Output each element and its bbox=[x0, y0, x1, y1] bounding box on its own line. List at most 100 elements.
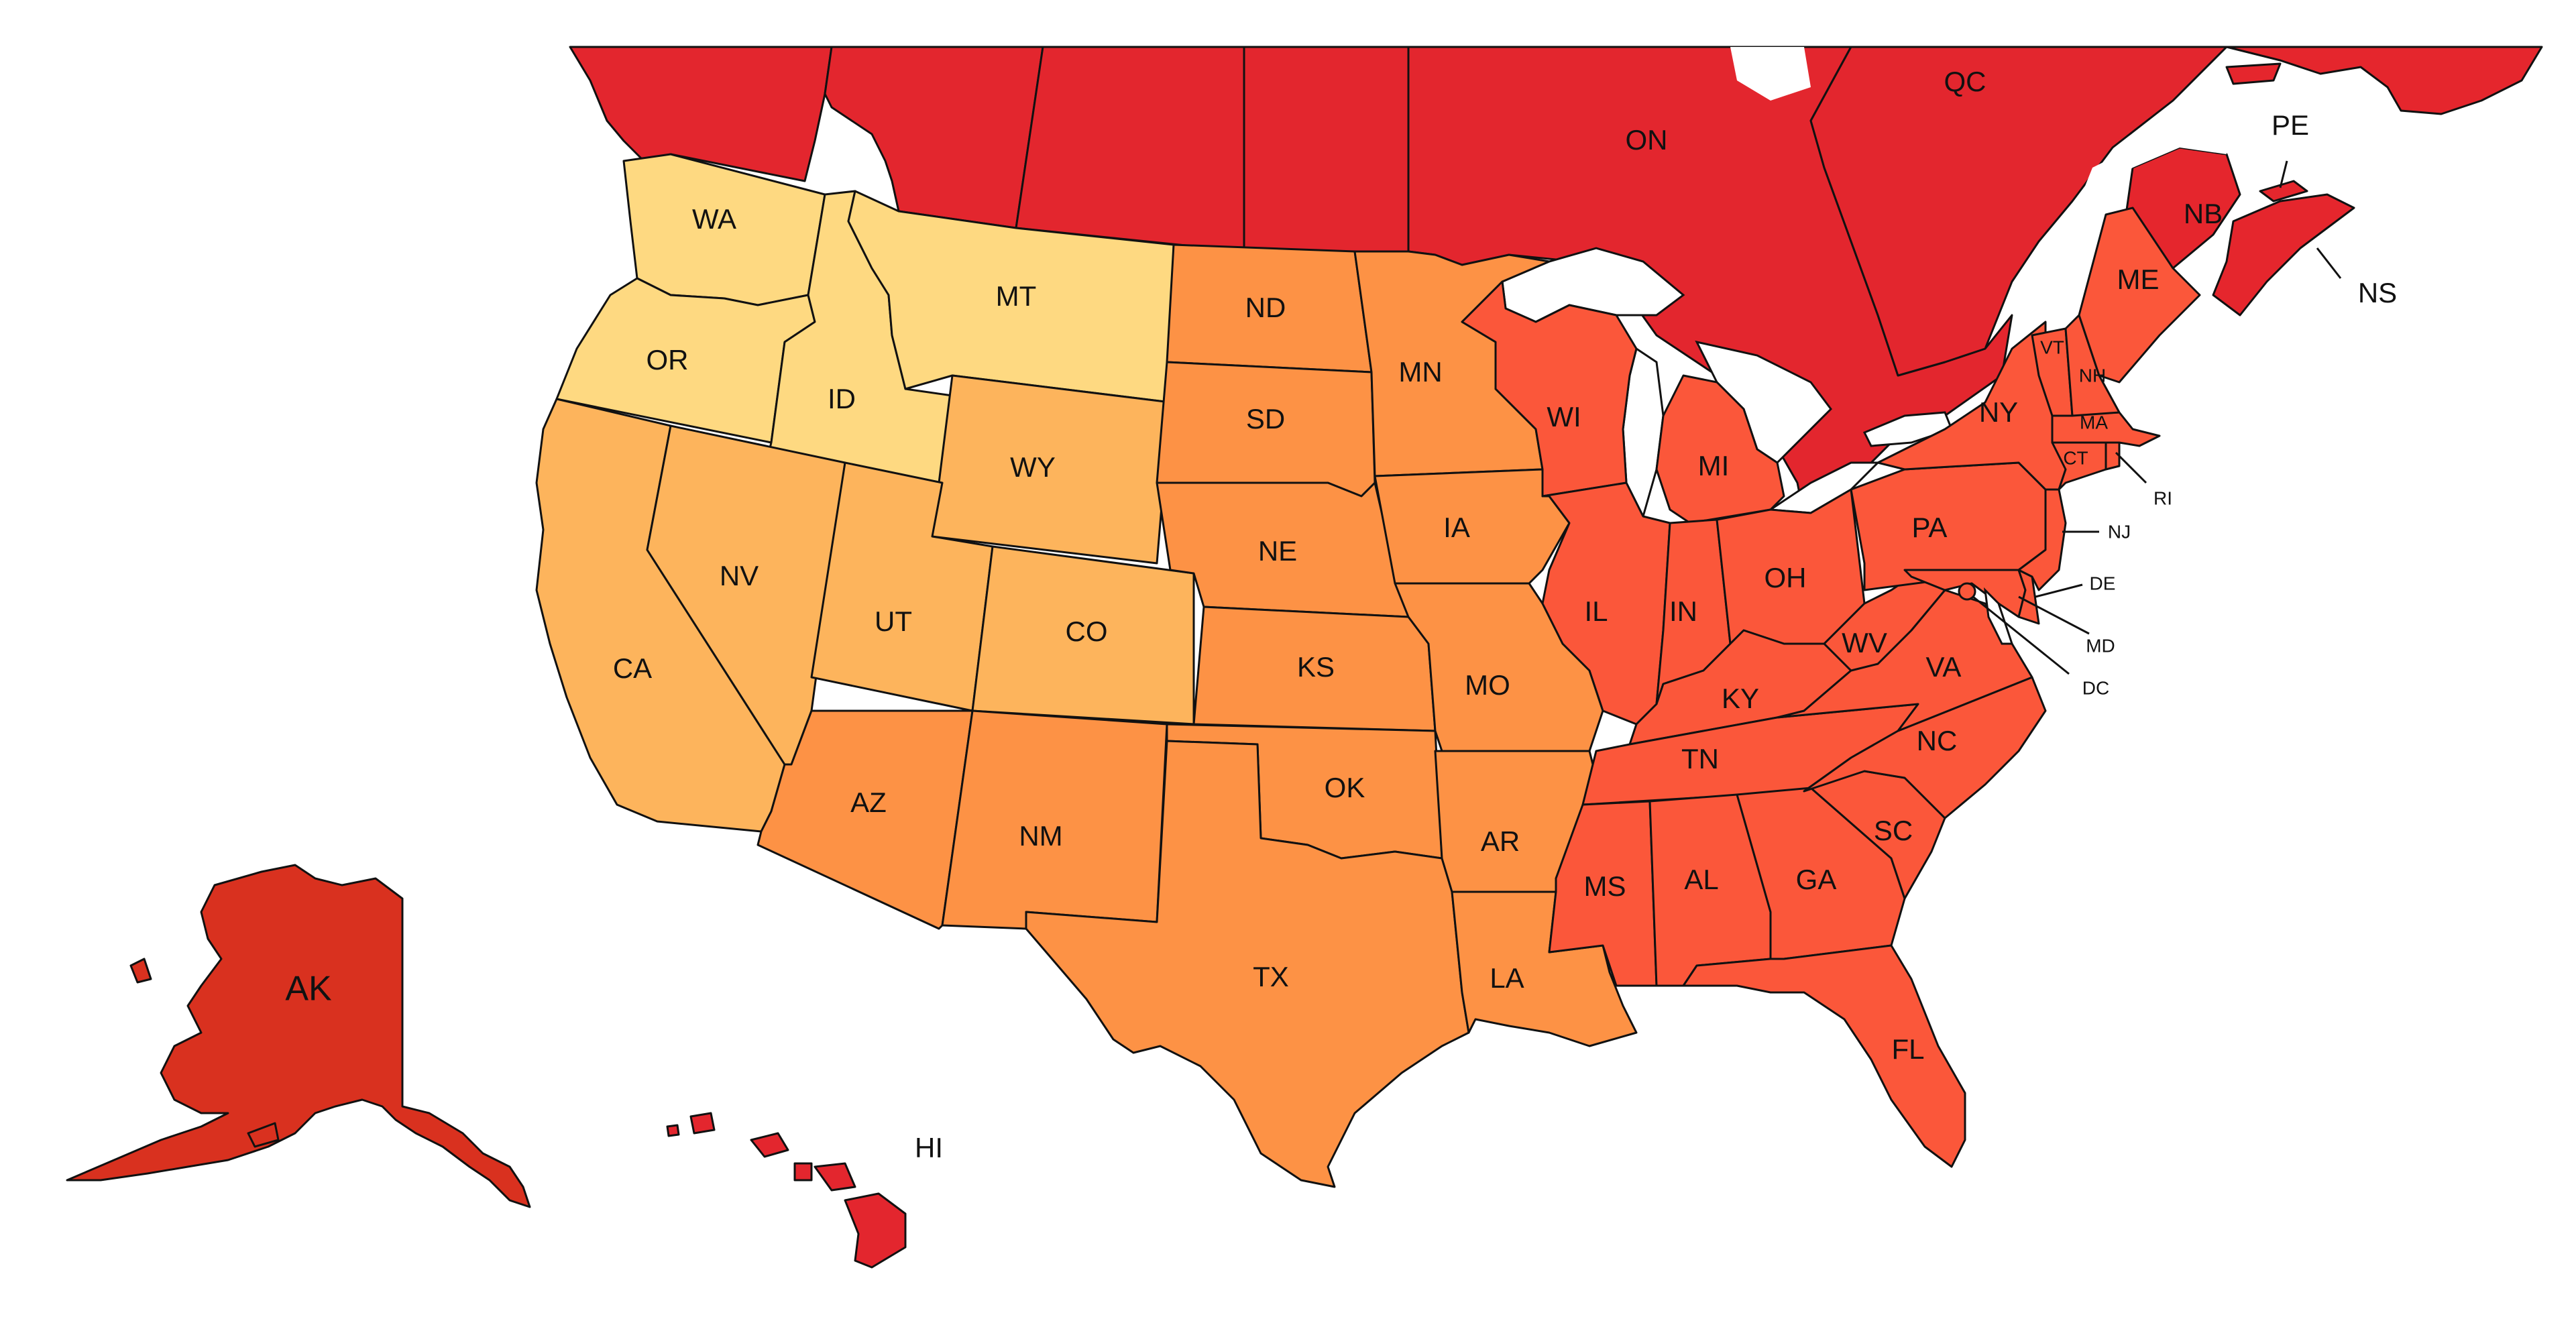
label-ak: AK bbox=[285, 970, 332, 1009]
label-pe: PE bbox=[2272, 109, 2309, 141]
us-noncontiguous bbox=[66, 864, 907, 1269]
region-pe[interactable] bbox=[2259, 180, 2308, 203]
region-sk[interactable] bbox=[1015, 46, 1245, 253]
region-qc[interactable] bbox=[1809, 46, 2228, 377]
region-hi-4[interactable] bbox=[750, 1132, 789, 1158]
region-ia[interactable] bbox=[1374, 468, 1571, 585]
region-hi-1[interactable] bbox=[844, 1192, 907, 1269]
label-ma: MA bbox=[2080, 412, 2108, 433]
label-ne: NE bbox=[1258, 535, 1297, 567]
label-ns: NS bbox=[2358, 277, 2397, 308]
label-il: IL bbox=[1584, 595, 1608, 627]
label-ms: MS bbox=[1584, 870, 1626, 902]
label-ar: AR bbox=[1481, 825, 1520, 857]
label-mn: MN bbox=[1398, 356, 1442, 388]
region-mb[interactable] bbox=[1243, 46, 1410, 253]
label-ok: OK bbox=[1325, 772, 1365, 803]
region-tx[interactable] bbox=[1025, 740, 1470, 1188]
label-mt: MT bbox=[996, 280, 1037, 312]
region-ma[interactable] bbox=[2051, 411, 2161, 447]
us-northwest bbox=[555, 153, 1175, 484]
region-wi[interactable] bbox=[1461, 280, 1638, 498]
label-nb: NB bbox=[2184, 198, 2223, 229]
region-dc[interactable] bbox=[1958, 582, 1976, 601]
label-ia: IA bbox=[1443, 512, 1470, 543]
region-bc[interactable] bbox=[569, 46, 833, 182]
label-az: AZ bbox=[850, 787, 887, 818]
label-dc: DC bbox=[2082, 677, 2109, 698]
label-mo: MO bbox=[1465, 669, 1510, 701]
canada-regions bbox=[569, 46, 2543, 518]
label-nm: NM bbox=[1019, 820, 1062, 852]
label-or: OR bbox=[647, 344, 689, 376]
region-vt[interactable] bbox=[2031, 327, 2074, 417]
label-on: ON bbox=[1626, 124, 1668, 156]
label-ny: NY bbox=[1979, 396, 2018, 428]
label-wi: WI bbox=[1547, 401, 1581, 433]
region-hi-2[interactable] bbox=[814, 1162, 856, 1192]
label-ks: KS bbox=[1297, 651, 1335, 683]
label-al: AL bbox=[1684, 864, 1718, 895]
region-ak[interactable] bbox=[66, 864, 531, 1208]
label-md: MD bbox=[2086, 635, 2115, 656]
label-oh: OH bbox=[1765, 562, 1807, 593]
label-id: ID bbox=[828, 383, 856, 414]
region-nl[interactable] bbox=[2225, 46, 2543, 115]
region-nh[interactable] bbox=[2064, 314, 2121, 417]
label-in: IN bbox=[1669, 595, 1697, 627]
region-fl[interactable] bbox=[1682, 944, 1966, 1168]
region-me[interactable] bbox=[2078, 207, 2201, 384]
region-ri[interactable] bbox=[2105, 441, 2121, 471]
label-nd: ND bbox=[1245, 292, 1286, 323]
label-ut: UT bbox=[875, 606, 912, 637]
label-pa: PA bbox=[1912, 512, 1948, 543]
label-ct: CT bbox=[2063, 447, 2088, 468]
region-mo[interactable] bbox=[1394, 582, 1604, 752]
leader-de bbox=[2035, 583, 2083, 598]
us-west bbox=[535, 374, 1195, 833]
label-wa: WA bbox=[692, 203, 736, 235]
region-hi-6[interactable] bbox=[666, 1124, 680, 1137]
label-tn: TN bbox=[1681, 743, 1719, 774]
leader-md bbox=[2018, 595, 2090, 635]
region-labels: QC ON PE NB NS WA OR ID MT WY CA NV UT C… bbox=[285, 66, 2397, 1163]
region-nl-island[interactable] bbox=[2225, 62, 2282, 85]
region-hi-3[interactable] bbox=[793, 1162, 813, 1182]
label-sd: SD bbox=[1246, 403, 1285, 435]
region-ak-island-2[interactable] bbox=[129, 958, 152, 984]
label-nh: NH bbox=[2079, 365, 2106, 386]
region-hi-5[interactable] bbox=[689, 1112, 716, 1135]
label-ca: CA bbox=[613, 652, 652, 684]
leader-dc bbox=[1972, 595, 2070, 675]
region-mi[interactable] bbox=[1655, 374, 1785, 524]
label-hi: HI bbox=[915, 1132, 943, 1163]
leader-ns bbox=[2316, 247, 2342, 279]
label-me: ME bbox=[2117, 264, 2160, 295]
label-nc: NC bbox=[1917, 725, 1958, 756]
label-mi: MI bbox=[1698, 450, 1730, 481]
region-mt[interactable] bbox=[847, 190, 1175, 404]
label-tx: TX bbox=[1253, 961, 1289, 992]
label-la: LA bbox=[1490, 962, 1524, 994]
label-vt: VT bbox=[2040, 337, 2064, 357]
label-sc: SC bbox=[1874, 815, 1913, 846]
region-ak-island-1[interactable] bbox=[247, 1122, 280, 1148]
region-ns[interactable] bbox=[2212, 193, 2355, 317]
label-wy: WY bbox=[1010, 451, 1056, 483]
us-central bbox=[757, 243, 1638, 1188]
label-nj: NJ bbox=[2108, 521, 2131, 542]
leader-ri bbox=[2115, 451, 2147, 484]
label-co: CO bbox=[1066, 616, 1108, 647]
label-fl: FL bbox=[1891, 1033, 1924, 1065]
label-wv: WV bbox=[1842, 627, 1887, 658]
region-nj[interactable] bbox=[2017, 488, 2067, 591]
leader-pe bbox=[2279, 160, 2288, 188]
leader-lines bbox=[1972, 160, 2342, 675]
label-nv: NV bbox=[720, 560, 759, 591]
us-east bbox=[1461, 207, 2201, 1168]
label-qc: QC bbox=[1944, 66, 1986, 97]
label-ri: RI bbox=[2153, 487, 2172, 508]
region-il[interactable] bbox=[1541, 481, 1671, 726]
label-de: DE bbox=[2090, 573, 2116, 593]
